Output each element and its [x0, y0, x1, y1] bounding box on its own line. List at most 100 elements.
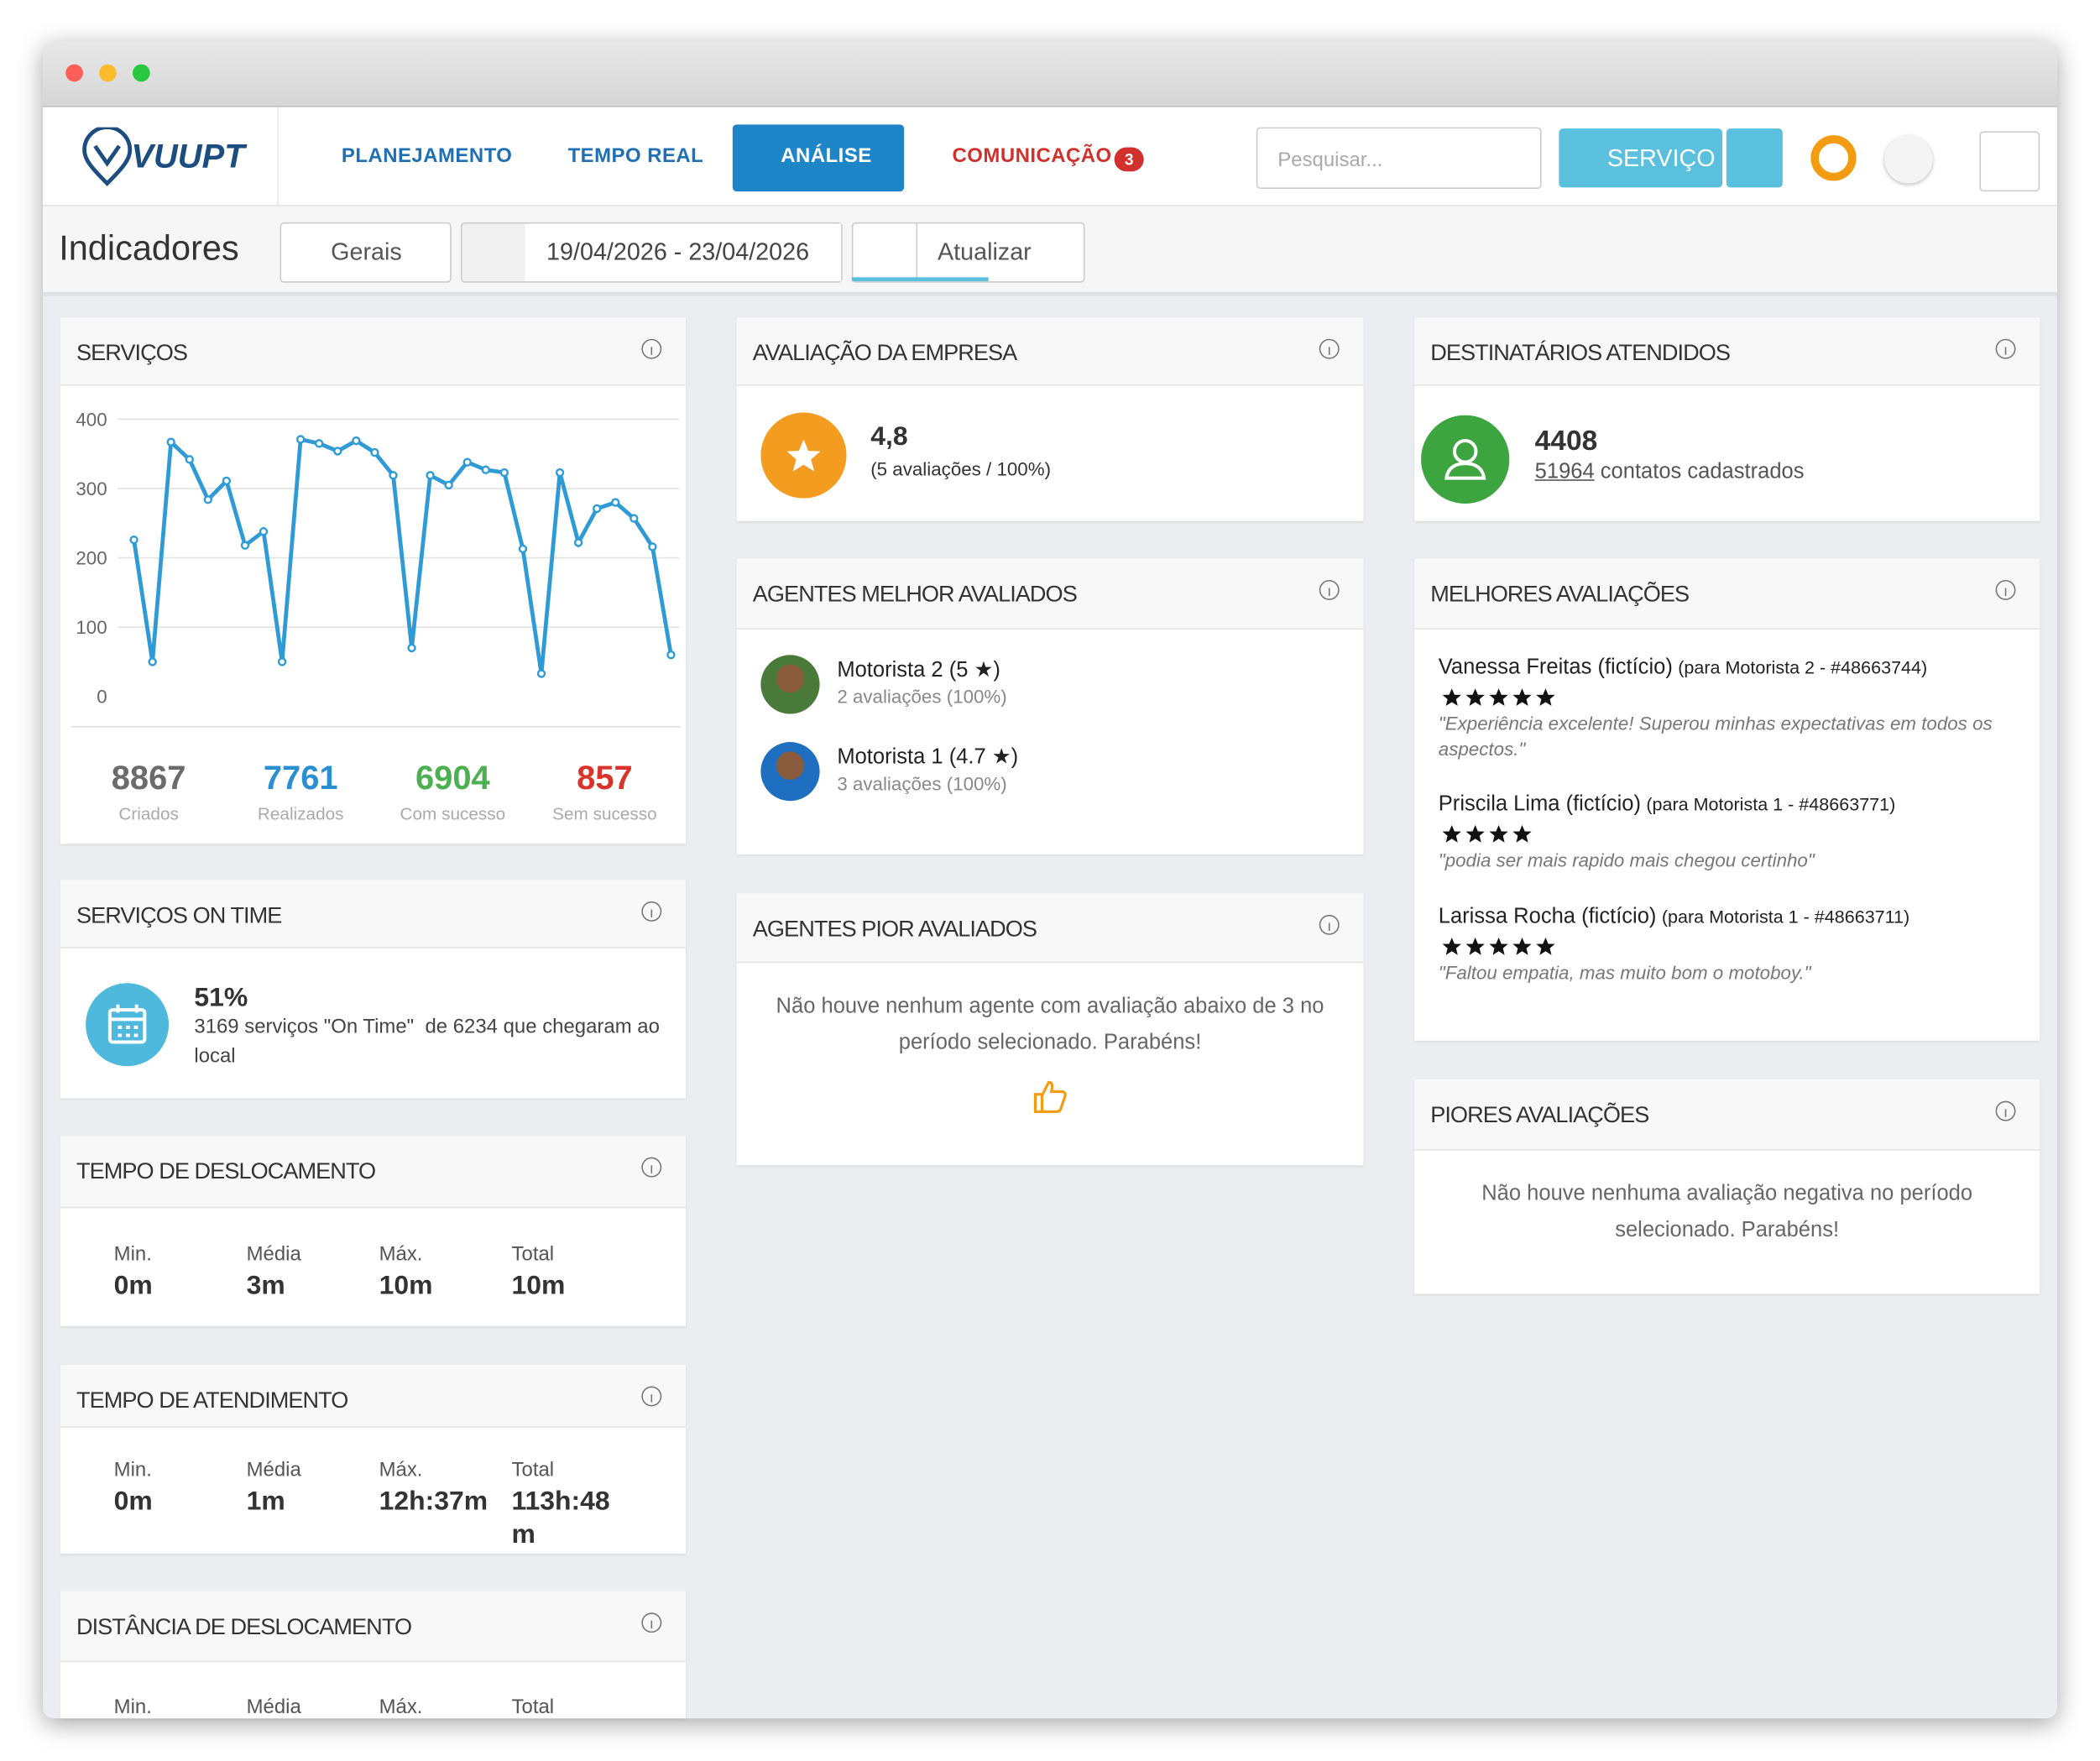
point	[536, 669, 546, 678]
service-dropdown[interactable]	[1726, 128, 1783, 188]
contacts-text: contatos cadastrados	[1600, 460, 1805, 484]
contacts-link[interactable]: 51964	[1534, 460, 1595, 484]
card-melhores-avaliacoes: MELHORES AVALIAÇÕES Vanessa Freitas (fic…	[1414, 558, 2040, 1041]
refresh-select[interactable]	[851, 222, 1085, 283]
card-piores-avaliacoes: PIORES AVALIAÇÕES Não houve nenhuma aval…	[1414, 1079, 2040, 1294]
review-comment: "podia ser mais rapido mais chegou certi…	[1438, 849, 1815, 871]
star	[1536, 688, 1555, 706]
reviewer: Vanessa Freitas (fictício)	[1438, 656, 1673, 680]
info-icon[interactable]	[641, 901, 662, 922]
line	[132, 436, 673, 674]
star	[1512, 688, 1532, 706]
point	[315, 439, 324, 448]
nav-analise-button[interactable]	[732, 124, 905, 192]
stat-label: Com sucesso	[400, 803, 506, 824]
profile-button[interactable]	[1979, 131, 2040, 192]
card-title: MELHORES AVALIAÇÕES	[1430, 581, 1690, 607]
review-comment: "Faltou empatia, mas muito bom o motoboy…	[1438, 961, 1811, 984]
nav-tempo-real[interactable]: TEMPO REAL	[567, 144, 704, 168]
info-icon[interactable]	[641, 1612, 662, 1633]
point	[555, 468, 565, 478]
service-button[interactable]	[1559, 128, 1723, 188]
close[interactable]	[65, 64, 83, 82]
minimize[interactable]	[99, 64, 117, 82]
card-melhores-agentes: AGENTES MELHOR AVALIADOS Motorista 2 (5 …	[736, 558, 1364, 855]
info-icon[interactable]	[1319, 338, 1340, 359]
stars	[1442, 937, 1555, 955]
avatar	[760, 742, 820, 802]
empty-message: Não houve nenhuma avaliação negativa no …	[1481, 1183, 1973, 1242]
logo-text[interactable]: VUUPT	[131, 138, 245, 176]
service-label[interactable]: SERVIÇO	[1606, 144, 1716, 172]
stars	[1442, 824, 1532, 843]
info-icon[interactable]	[1319, 914, 1340, 935]
star	[1465, 688, 1485, 706]
help-icon[interactable]	[1810, 135, 1857, 181]
nav-comunicacao[interactable]: COMUNICAÇÃO	[952, 144, 1112, 168]
point	[166, 437, 175, 447]
review-target: (para Motorista 1 - #48663771)	[1646, 794, 1896, 815]
review-header: Larissa Rocha (fictício) (para Motorista …	[1439, 906, 1909, 930]
card-piores-agentes: AGENTES PIOR AVALIADOS Não houve nenhum …	[736, 893, 1364, 1166]
search-input[interactable]	[1256, 127, 1542, 189]
info-icon[interactable]	[1995, 338, 2016, 359]
info-icon[interactable]	[1319, 579, 1340, 600]
page-title: Indicadores	[59, 227, 239, 269]
point	[222, 476, 232, 486]
card-title: AGENTES PIOR AVALIADOS	[752, 916, 1037, 942]
metric-value: 3m	[246, 1271, 285, 1301]
stars	[1442, 688, 1555, 706]
star	[1489, 937, 1508, 955]
metric-label: Total	[511, 1696, 555, 1719]
review-comment: "Experiência excelente! Superou minhas e…	[1438, 712, 1993, 760]
star	[1512, 937, 1532, 955]
metric-value: 12h:37m	[379, 1487, 488, 1517]
agent-detail: 3 avaliações (100%)	[837, 772, 1007, 795]
card-title: TEMPO DE ATENDIMENTO	[76, 1387, 348, 1414]
point	[462, 457, 472, 467]
y-tick-label: 200	[76, 548, 107, 569]
agent-detail: 2 avaliações (100%)	[837, 685, 1007, 708]
info-icon[interactable]	[641, 1157, 662, 1178]
point	[352, 436, 361, 446]
refresh-label[interactable]: Atualizar	[937, 238, 1032, 265]
point	[203, 495, 213, 504]
badge: 3	[1114, 147, 1144, 172]
announce-icon[interactable]	[1884, 135, 1933, 184]
star	[1442, 824, 1461, 843]
navbar: VUUPT PLANEJAMENTO TEMPO REAL ANÁLISE CO…	[43, 107, 2057, 206]
group-label[interactable]: Gerais	[331, 238, 402, 265]
logo-icon	[82, 127, 133, 186]
star	[1465, 824, 1485, 843]
card-servicos: SERVIÇOS 0 100 200 300 400 8867 Criados 7761 Re…	[60, 317, 686, 844]
group-select[interactable]	[279, 222, 452, 283]
star	[1465, 937, 1485, 955]
stat-label: Sem sucesso	[552, 803, 657, 824]
on-time-text: 3169 serviços "On Time" de 6234 que cheg…	[194, 1015, 666, 1068]
nav-planejamento[interactable]: PLANEJAMENTO	[341, 144, 513, 168]
info-icon[interactable]	[641, 338, 662, 359]
contacts-icon	[1421, 415, 1510, 504]
review-header: Priscila Lima (fictício) (para Motorista …	[1439, 793, 1896, 818]
reviewer: Larissa Rocha (fictício)	[1438, 905, 1657, 928]
y-tick-label: 300	[76, 478, 107, 499]
star-badge	[760, 412, 847, 499]
info-icon[interactable]	[1995, 579, 2016, 600]
metric-label: Min.	[113, 1696, 152, 1719]
date-range[interactable]: 19/04/2026 - 23/04/2026	[546, 238, 810, 265]
star	[1536, 937, 1555, 955]
card-title: DISTÂNCIA DE DESLOCAMENTO	[76, 1613, 412, 1640]
card-title: AVALIAÇÃO DA EMPRESA	[752, 340, 1017, 366]
point	[148, 657, 157, 666]
point	[593, 504, 602, 514]
point	[295, 435, 306, 444]
info-icon[interactable]	[1995, 1100, 2016, 1121]
metric-value: 113h:48m	[511, 1487, 610, 1550]
info-icon[interactable]	[641, 1386, 662, 1407]
stat-value: 6904	[415, 759, 490, 797]
metric-label: Min.	[113, 1458, 152, 1481]
point	[611, 498, 620, 507]
maximize[interactable]	[132, 64, 150, 82]
nav-analise[interactable]: ANÁLISE	[781, 144, 872, 168]
